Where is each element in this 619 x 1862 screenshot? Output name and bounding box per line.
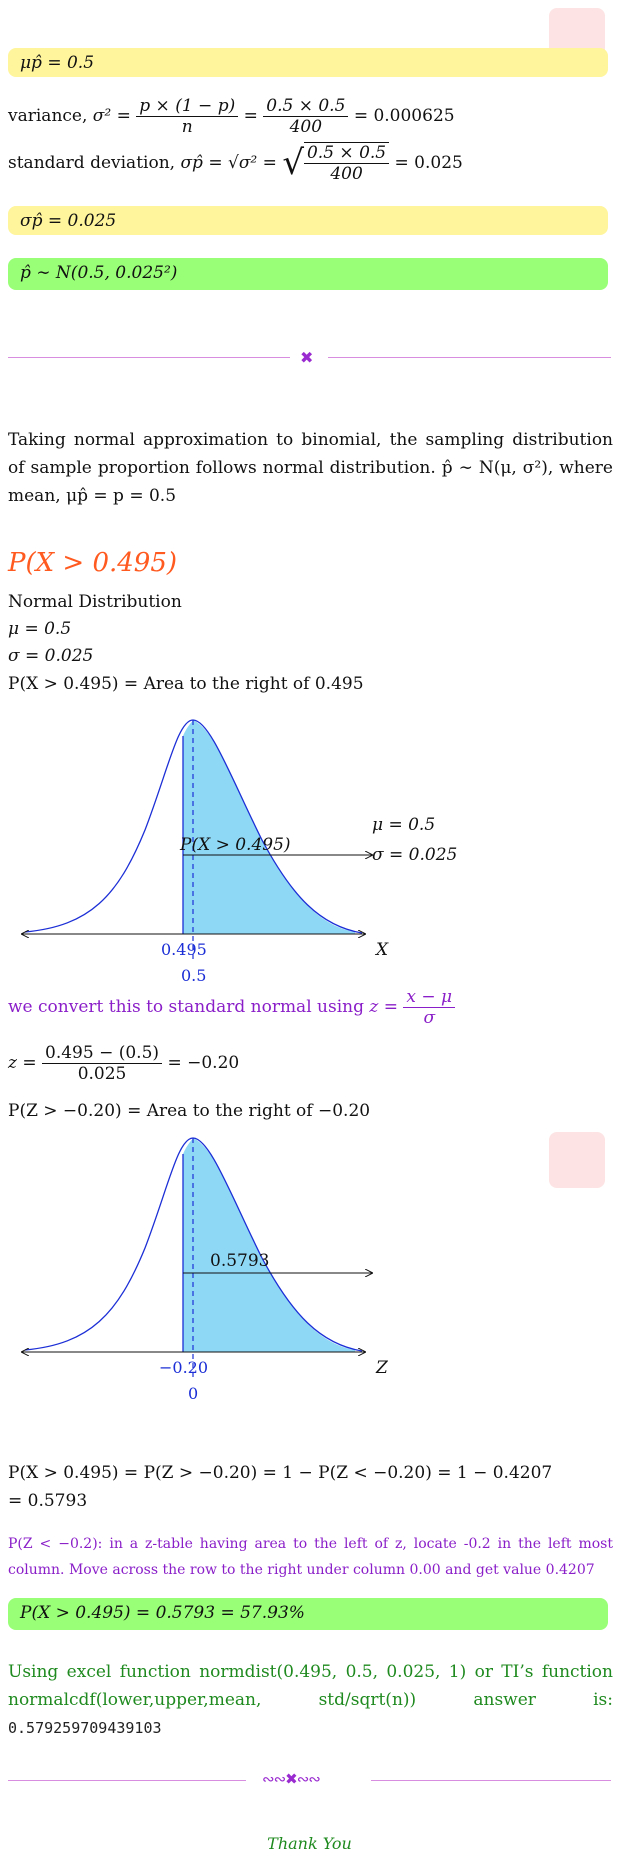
divider-line-right [328,357,611,358]
tick-mean-label: 0.5 [181,966,206,985]
variance-prefix: variance, [8,106,88,126]
area-label: P(X > 0.495) [179,835,291,855]
divider-line-left [8,1780,246,1781]
sd-box-text: σp̂ = 0.025 [20,211,117,231]
sd-result: = 0.025 [394,153,463,173]
mean-box-text: μp̂ = 0.5 [20,53,95,73]
sd-radicand: 0.5 × 0.5 400 [303,142,390,184]
variance-result: = 0.000625 [353,106,455,126]
intro-paragraph: Taking normal approximation to binomial,… [8,430,613,506]
result-line-1: P(X > 0.495) = P(Z > −0.20) = 1 − P(Z < … [8,1463,553,1483]
frac-num: x − μ [403,987,456,1008]
variance-frac1: p × (1 − p) n [136,96,239,137]
frac-den: n [181,116,193,137]
sd-line: standard deviation, σp̂ = √σ² = √ 0.5 × … [8,139,613,187]
result-line-2: = 0.5793 [8,1491,88,1511]
final-answer-text: P(X > 0.495) = 0.5793 = 57.93% [20,1603,305,1623]
normal-curve-graph-x: P(X > 0.495) μ = 0.5 σ = 0.025 0.495 0.5… [0,719,457,985]
axis-label: Z [375,1358,389,1378]
divider-line-right [371,1780,611,1781]
tick-mean-label: 0 [188,1384,198,1403]
distribution-name: Normal Distribution [8,592,182,612]
watermark-logo [549,1132,605,1188]
z-calc-lhs: z = [8,1053,37,1073]
frac-den: 400 [330,164,363,184]
shaded-area [183,1137,355,1352]
shaded-area [183,719,355,934]
sd-lhs: σp̂ = √σ² = [180,153,277,173]
sd-prefix: standard deviation, [8,153,176,173]
final-answer-box: P(X > 0.495) = 0.5793 = 57.93% [8,1598,608,1630]
area-label: 0.5793 [210,1251,269,1271]
z-calc-result: = −0.20 [167,1053,240,1073]
excel-text: Using excel function normdist(0.495, 0.5… [8,1662,613,1710]
z-lhs: z = [369,997,398,1017]
distribution-box-text: p̂ ∼ N(0.5, 0.025²) [20,263,178,283]
frac-num: p × (1 − p) [136,96,239,117]
problem-heading: P(X > 0.495) [8,548,178,578]
thank-you: Thank You [267,1834,352,1853]
frac-den: σ [423,1007,436,1028]
distribution-box: p̂ ∼ N(0.5, 0.025²) [8,258,608,290]
excel-value: 0.579259709439103 [8,1719,162,1737]
z-table-note: P(Z < −0.2): in a z-table having area to… [8,1536,613,1578]
frac-num: 0.5 × 0.5 [303,143,390,164]
z-area-line: P(Z > −0.20) = Area to the right of −0.2… [8,1101,371,1121]
normal-curve-graph-z: 0.5793 −0.20 0 Z [0,1137,389,1403]
axis-label: X [374,940,389,960]
mu-line: μ = 0.5 [8,619,72,639]
divider-line-left [8,357,290,358]
area-line: P(X > 0.495) = Area to the right of 0.49… [8,674,364,694]
frac-den: 400 [289,116,323,137]
variance-line: variance, σ² = p × (1 − p) n = 0.5 × 0.5 4… [8,95,455,137]
divider-ornament-icon: ✖ [300,348,314,367]
sigma-label: σ = 0.025 [372,845,457,865]
sd-box: σp̂ = 0.025 [8,206,608,235]
convert-text: we convert this to standard normal using [8,997,364,1017]
frac-num: 0.495 − (0.5) [42,1043,163,1064]
excel-note: Using excel function normdist(0.495, 0.5… [8,1658,613,1742]
sigma-line: σ = 0.025 [8,646,94,666]
convert-line: we convert this to standard normal using… [8,985,456,1029]
variance-frac2: 0.5 × 0.5 400 [263,96,349,137]
variance-lhs: σ² = [92,106,131,126]
frac-den: 0.025 [77,1063,127,1084]
divider-ornament-icon: ∾∾✖∾∾ [262,1770,321,1788]
mean-box: μp̂ = 0.5 [8,48,608,77]
z-calc-frac: 0.495 − (0.5) 0.025 [42,1043,163,1084]
sqrt-sign: √ [282,143,304,183]
z-calc-line: z = 0.495 − (0.5) 0.025 = −0.20 [8,1039,239,1087]
tick-left-label: 0.495 [161,940,207,959]
tick-left-label: −0.20 [159,1358,208,1377]
mu-label: μ = 0.5 [372,815,435,835]
frac-num: 0.5 × 0.5 [263,96,349,117]
